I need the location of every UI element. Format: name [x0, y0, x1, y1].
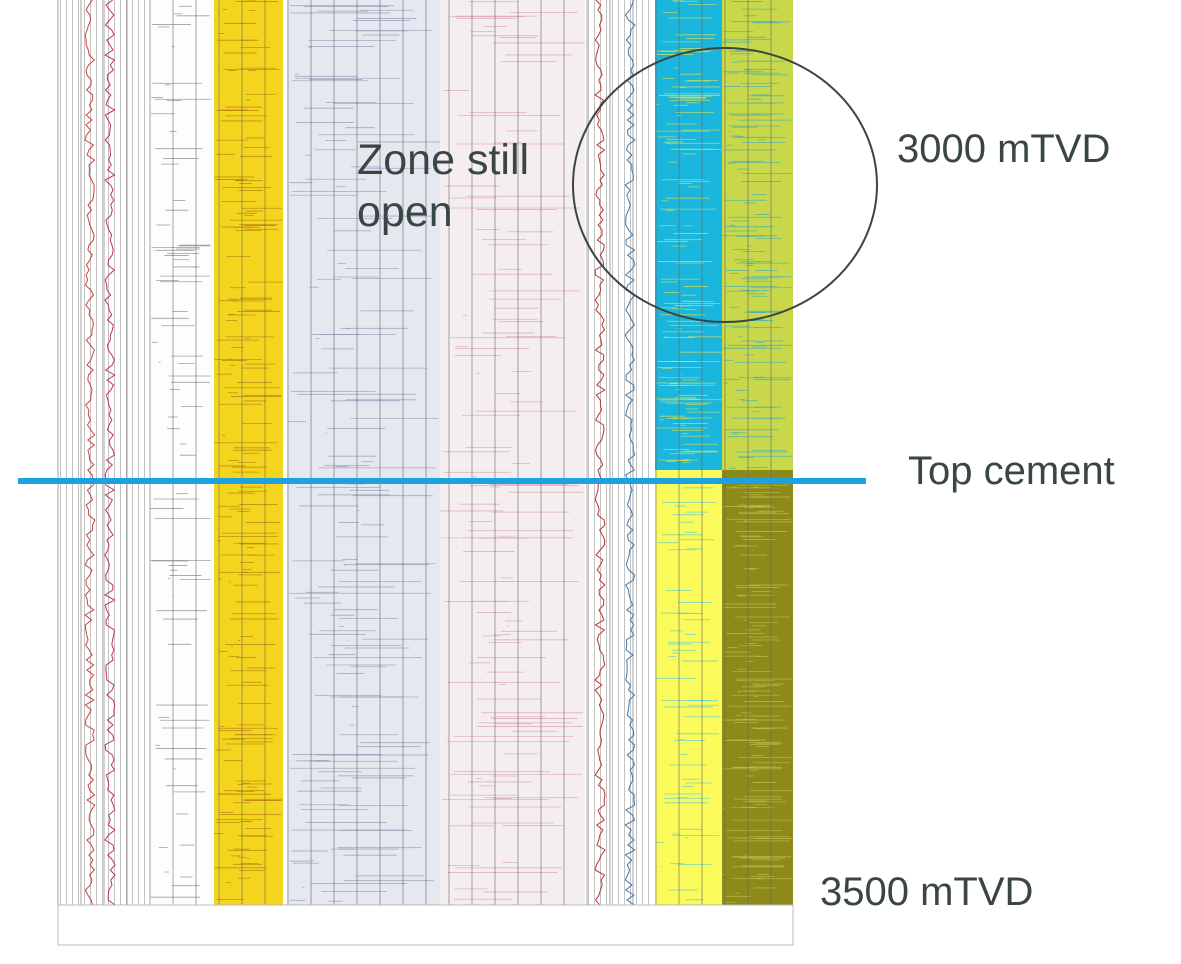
- cement-label: Top cement: [908, 449, 1115, 493]
- texture: [84, 0, 96, 906]
- texture: [624, 0, 636, 906]
- depth-label: 3500 mTVD: [820, 870, 1034, 914]
- texture: [594, 0, 606, 906]
- zone-circle: [572, 47, 878, 323]
- depth-label: 3000 mTVD: [897, 127, 1111, 171]
- log-header: [57, 904, 794, 946]
- curve-track: [588, 0, 652, 905]
- green-image-track: [722, 0, 793, 470]
- sparse-track: [150, 0, 212, 905]
- yellow-image-track: [655, 470, 722, 905]
- log-texture: [57, 0, 793, 945]
- texture: [104, 0, 116, 906]
- olive-image-track: [722, 470, 793, 905]
- yellow-track: [214, 0, 283, 905]
- zone-label: Zone still open: [357, 136, 530, 236]
